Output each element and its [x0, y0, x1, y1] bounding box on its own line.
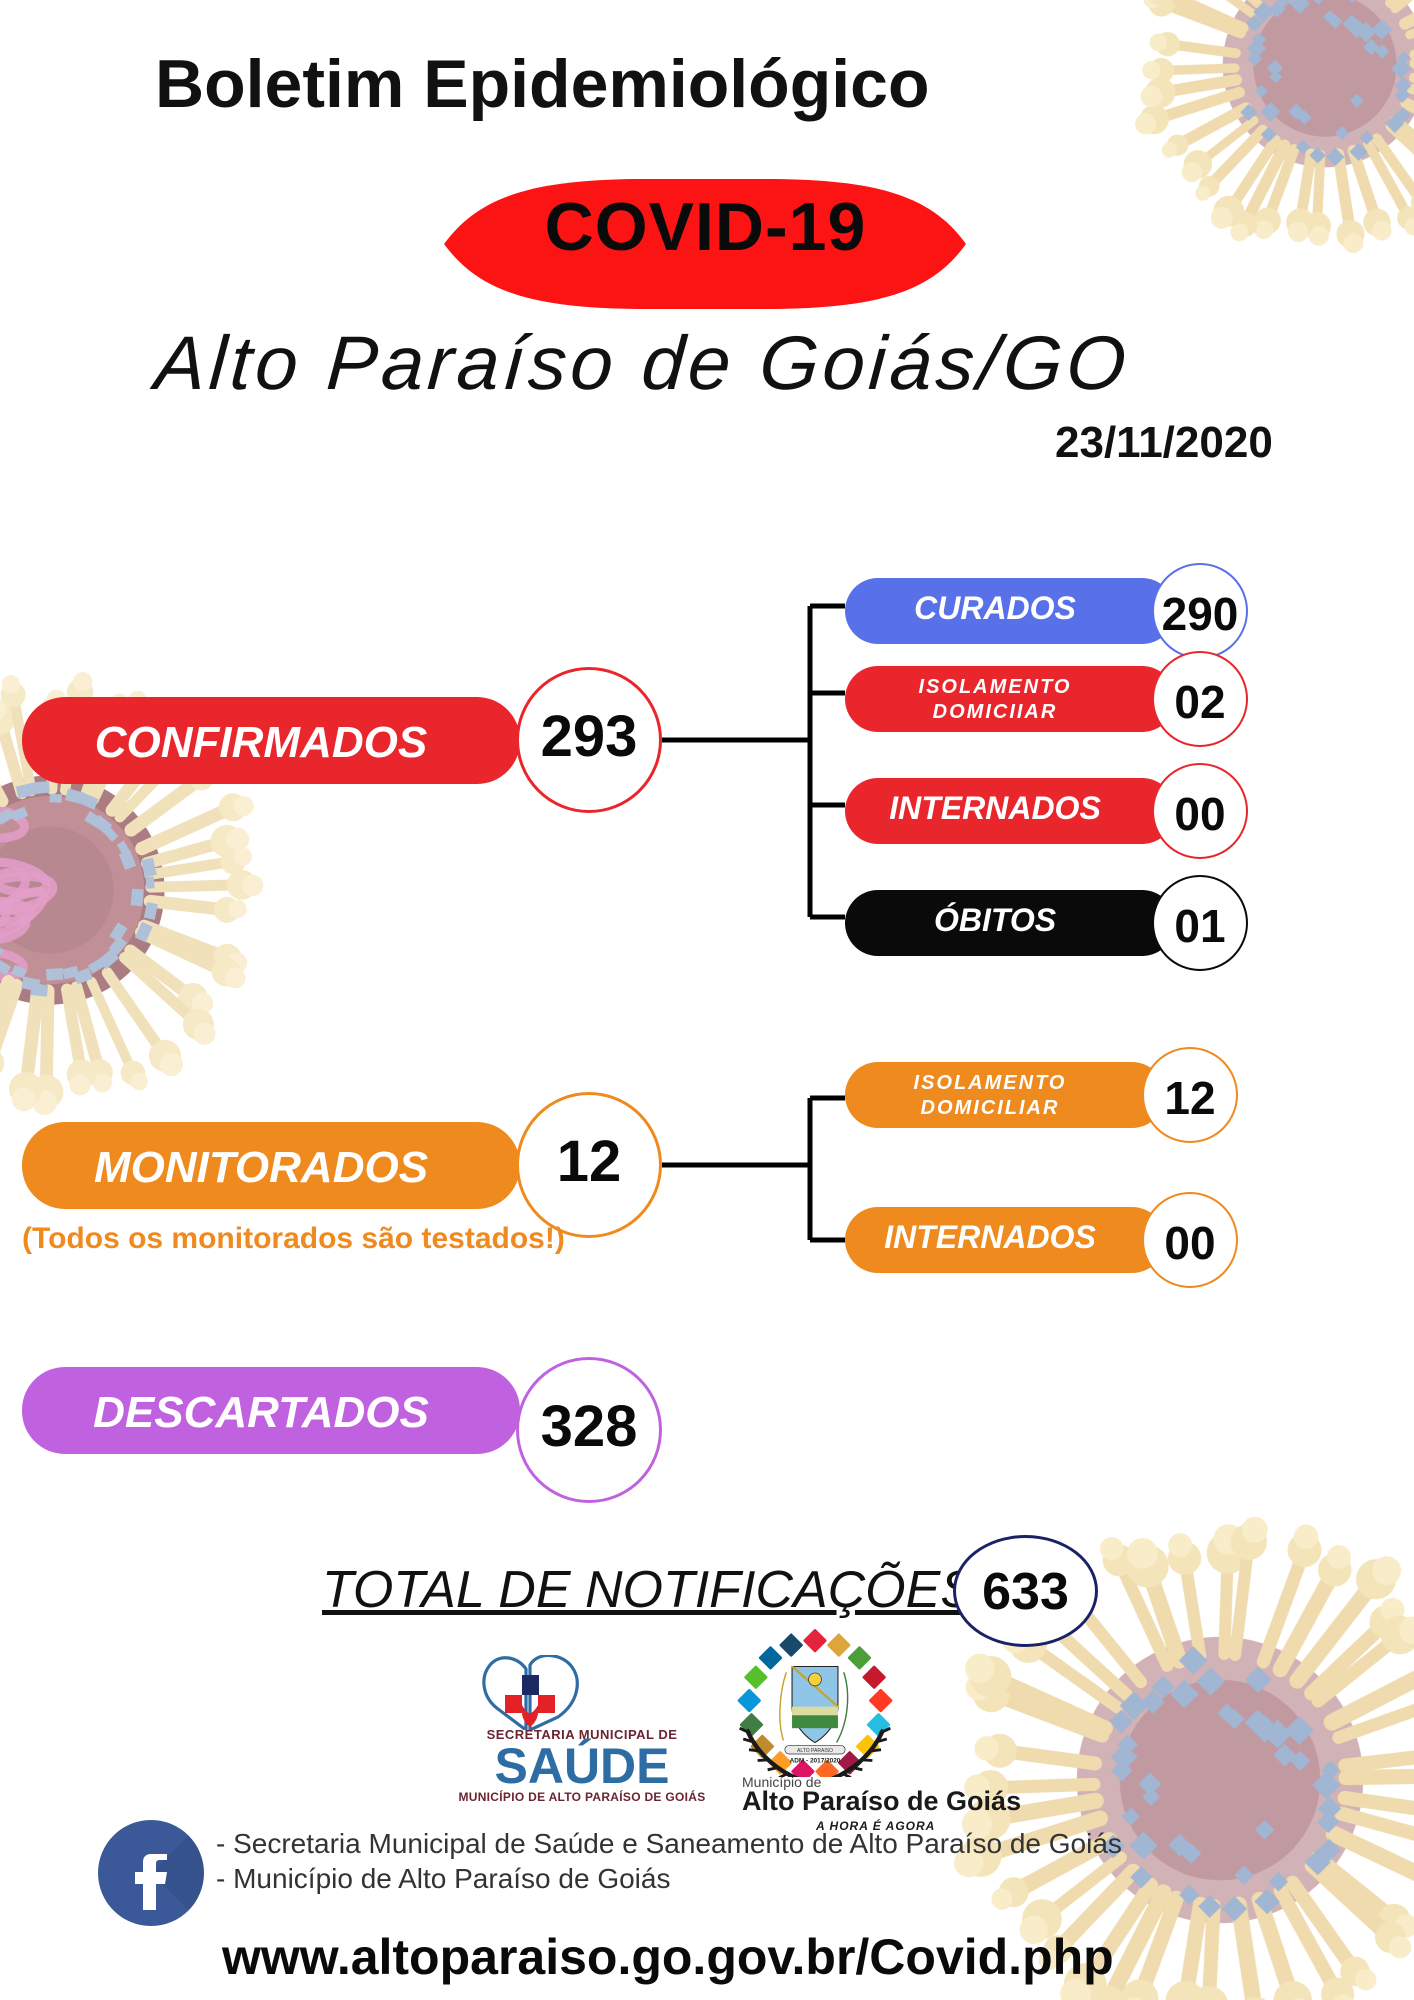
svg-text:ADM - 2017/2020: ADM - 2017/2020: [790, 1758, 841, 1765]
svg-text:ALTO PARAISO: ALTO PARAISO: [797, 1748, 833, 1754]
